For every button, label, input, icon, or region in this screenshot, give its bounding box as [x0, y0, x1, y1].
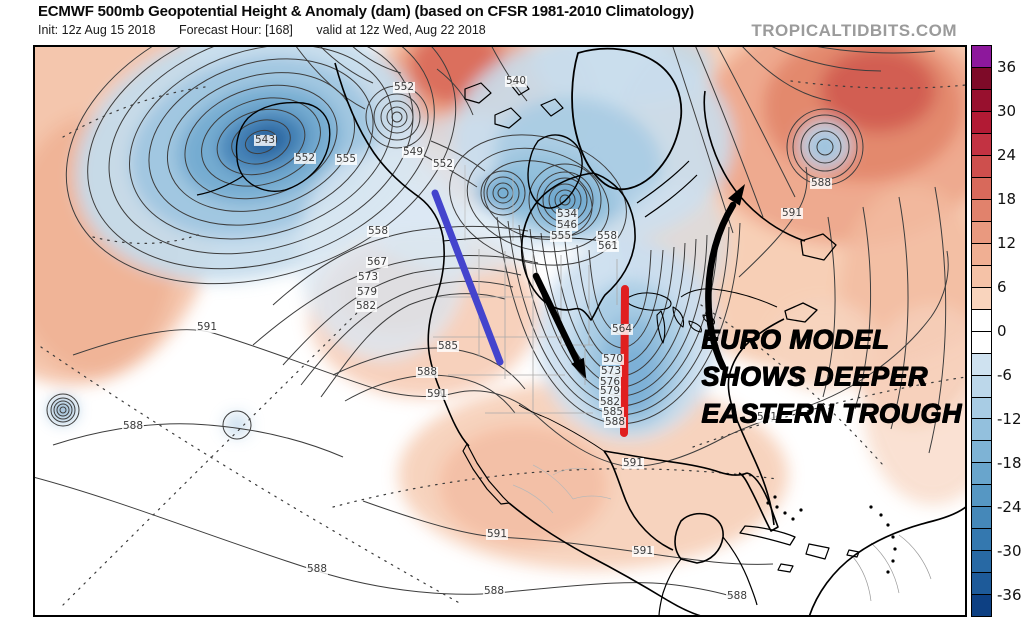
weather-map-svg	[33, 45, 967, 617]
model-run-info: Init: 12z Aug 15 2018 Forecast Hour: [16…	[38, 23, 506, 37]
colorbar-cell	[972, 133, 991, 156]
colorbar-tick-label: 30	[997, 102, 1017, 120]
colorbar-tick-label: 36	[997, 58, 1017, 76]
watermark: TROPICALTIDBITS.COM	[751, 21, 957, 40]
colorbar-cell	[972, 265, 991, 288]
colorbar-cell	[972, 287, 991, 310]
colorbar-cell	[972, 529, 991, 552]
colorbar-cell	[972, 595, 991, 617]
forecast-hour: Forecast Hour: [168]	[178, 23, 293, 37]
anomaly-colorbar	[971, 45, 992, 617]
black-arrow-north-head	[728, 184, 745, 206]
island-dots	[766, 495, 897, 574]
colorbar-cell	[972, 177, 991, 200]
annotation-arrows	[431, 184, 745, 437]
valid-time: valid at 12z Wed, Aug 22 2018	[316, 23, 486, 37]
colorbar-tick-label: -36	[997, 586, 1022, 604]
blue-trough-axis-line	[431, 189, 504, 366]
colorbar-tick-label: 24	[997, 146, 1017, 164]
colorbar-cell	[972, 199, 991, 222]
anomaly-shading	[33, 45, 967, 570]
annotation-line-1: EURO MODEL	[701, 324, 890, 354]
colorbar-cell	[972, 375, 991, 398]
colorbar-tick-label: 6	[997, 278, 1007, 296]
colorbar-cell	[972, 331, 991, 354]
red-trough-axis-line	[620, 285, 629, 437]
graticule-lines	[40, 80, 967, 606]
colorbar-cell	[972, 111, 991, 134]
colorbar-cell	[972, 551, 991, 574]
init-time: Init: 12z Aug 15 2018	[38, 23, 156, 37]
map-border	[33, 45, 967, 617]
black-arrow-north-shaft	[705, 201, 737, 371]
colorbar-cell	[972, 155, 991, 178]
colorbar-tick-label: -24	[997, 498, 1022, 516]
colorbar-cell	[972, 441, 991, 464]
annotation-line-3: EASTERN TROUGH	[701, 398, 962, 428]
colorbar-cell	[972, 67, 991, 90]
map-area: 543 552 555 549 552 552 540 558 567 573 579 582 534 5…	[33, 45, 967, 617]
colorbar-cell	[972, 221, 991, 244]
colorbar-cell	[972, 243, 991, 266]
colorbar-tick-label: 0	[997, 322, 1007, 340]
colorbar-cell	[972, 353, 991, 376]
colorbar-cell	[972, 419, 991, 442]
colorbar-cell	[972, 46, 991, 68]
colorbar-cell	[972, 573, 991, 596]
black-arrow-southeast-shaft	[532, 272, 581, 365]
colorbar-cell	[972, 485, 991, 508]
annotation-text: EURO MODEL SHOWS DEEPER EASTERN TROUGH	[701, 321, 962, 432]
coastlines	[196, 47, 967, 617]
colorbar-cell	[972, 89, 991, 112]
colorbar-tick-labels: 36 30 24 18 12 6 0 -6 -12 -18 -24 -30 -36	[997, 45, 1024, 617]
black-arrow-southeast-head	[571, 357, 587, 379]
page-title: ECMWF 500mb Geopotential Height & Anomal…	[38, 3, 694, 20]
colorbar-cell	[972, 397, 991, 420]
colorbar-tick-label: -6	[997, 366, 1012, 384]
colorbar-tick-label: 12	[997, 234, 1017, 252]
colorbar-tick-label: 18	[997, 190, 1017, 208]
colorbar-cell	[972, 507, 991, 530]
height-contour-lines	[33, 45, 949, 600]
colorbar-tick-label: -18	[997, 454, 1022, 472]
annotation-line-2: SHOWS DEEPER	[701, 361, 928, 391]
colorbar-tick-label: -30	[997, 542, 1022, 560]
colorbar-cell	[972, 309, 991, 332]
colorbar-tick-label: -12	[997, 410, 1022, 428]
colorbar-cell	[972, 463, 991, 486]
state-borders	[431, 165, 932, 602]
